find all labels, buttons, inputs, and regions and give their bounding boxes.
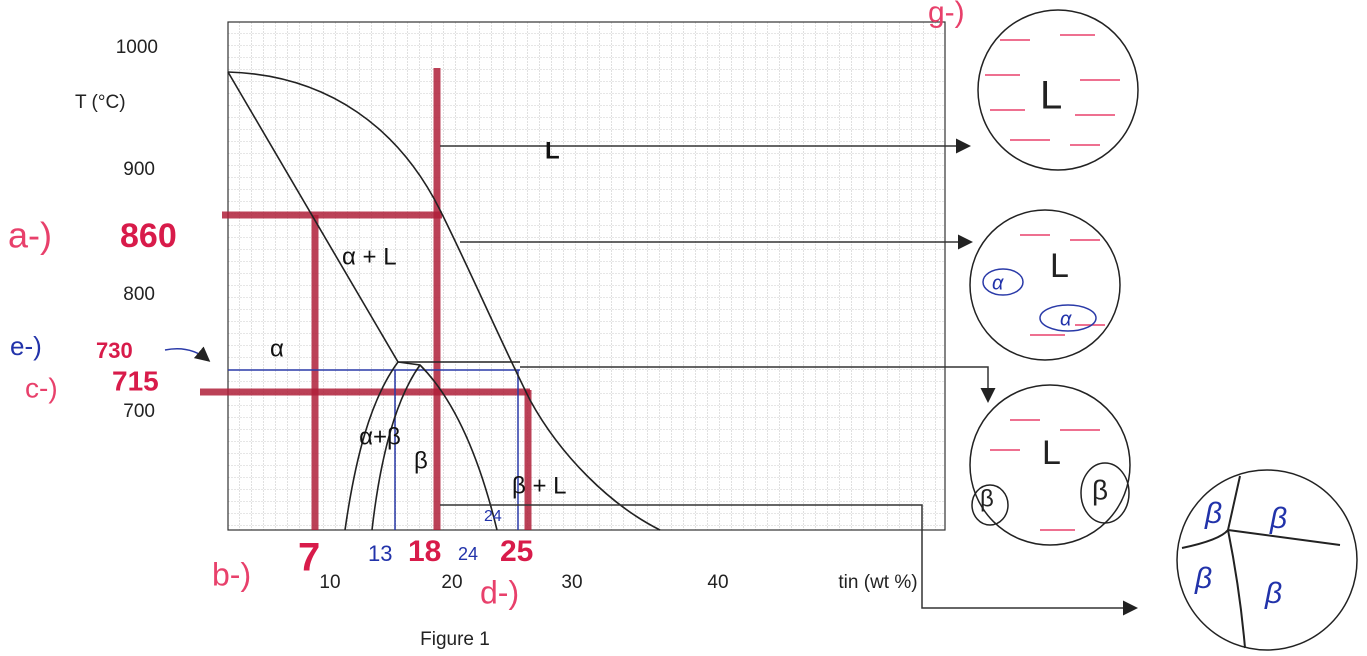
region-label: α + L [342,243,397,270]
phase-label: β [1269,502,1287,535]
x-axis-title: tin (wt %) [838,572,917,593]
arrows [440,138,1138,616]
annotation-value: 18 [408,535,441,568]
microstructures [969,9,1358,651]
annotation-tag: d-) [480,574,519,610]
region-label: L [545,137,560,164]
region-label: α [270,335,284,362]
annotation-value: 24 [458,544,478,564]
annotation-tag: b-) [212,556,251,592]
phase-label: L [1050,247,1069,285]
annotation-tag: e-) [10,331,42,361]
region-label: β + L [512,472,567,499]
x-tick-label: 20 [441,572,462,593]
y-axis-title: T (°C) [75,92,126,113]
annotation-value: 860 [120,217,177,255]
phase-label: L [1042,434,1061,472]
annotation-tag: a-) [8,215,52,256]
annotation-tag: c-) [25,372,58,403]
phase-label: β [1194,562,1212,595]
phase-label: L [1040,74,1062,118]
phase-label: α [992,272,1004,294]
annotation-value: 715 [112,365,159,396]
y-tick-label: 1000 [116,37,158,58]
phase-boundaries [227,71,661,531]
x-tick-label: 40 [707,572,728,593]
phase-label: α [1060,308,1072,330]
phase-label: β [980,485,994,512]
phase-label: β [1264,577,1282,610]
region-label: α+β [359,423,401,450]
x-tick-label: 10 [319,572,340,593]
phase-label: β [1092,474,1108,505]
y-tick-label: 900 [123,159,155,180]
y-tick-label: 700 [123,401,155,422]
annotation-tag: g-) [928,0,965,29]
annotation-value: 13 [368,541,392,566]
red-lines [200,68,532,530]
annotation-value: 730 [96,338,133,363]
y-tick-label: 800 [123,284,155,305]
annotation-value: 24 [484,508,502,525]
blue-lines [164,346,520,530]
annotation-value: 25 [500,535,533,568]
caption: Figure 1 [420,629,490,650]
phase-label: β [1204,497,1222,530]
region-label: β [414,447,428,474]
annotation-value: 7 [298,536,320,580]
x-tick-label: 30 [561,572,582,593]
